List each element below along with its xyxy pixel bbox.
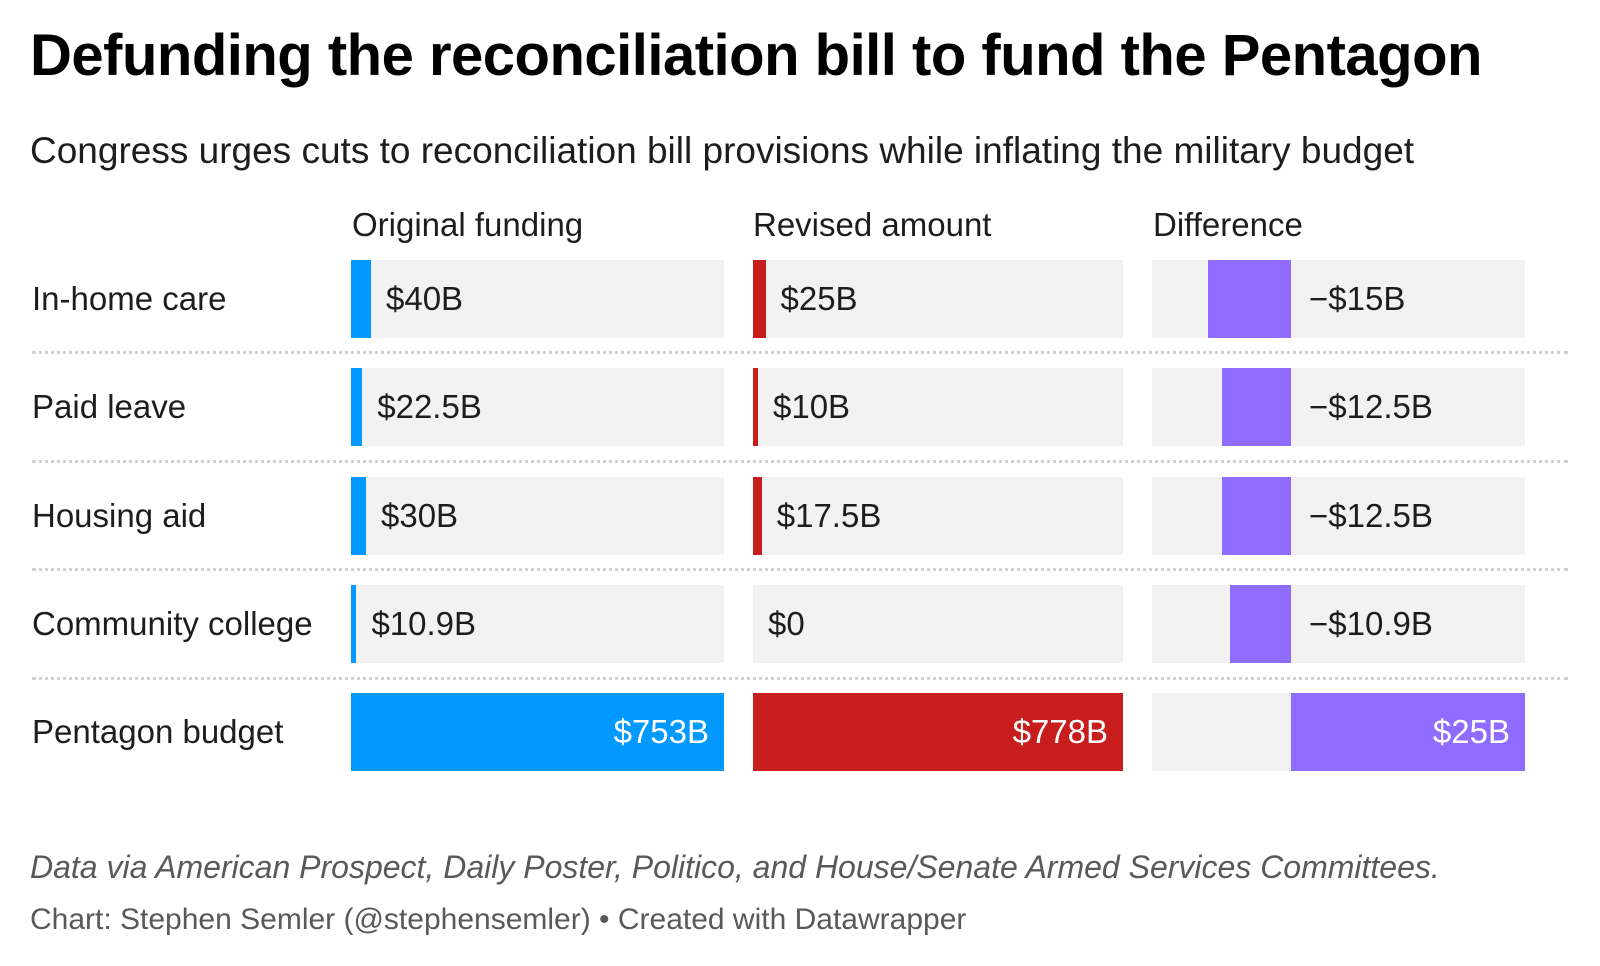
bar-track: $30B bbox=[351, 477, 724, 555]
row-label: Housing aid bbox=[32, 497, 207, 534]
bar-track: −$12.5B bbox=[1152, 477, 1525, 555]
bar-track: $40B bbox=[351, 260, 724, 338]
value-label-revised: $778B bbox=[1012, 713, 1108, 750]
value-label-original: $753B bbox=[613, 713, 709, 750]
bar-track: −$10.9B bbox=[1152, 585, 1525, 663]
row-divider bbox=[32, 677, 1568, 680]
row-divider bbox=[32, 351, 1568, 354]
bar-difference bbox=[1221, 477, 1291, 555]
bar-track: $22.5B bbox=[351, 368, 724, 446]
column-header-original: Original funding bbox=[352, 206, 584, 243]
bar-difference bbox=[1291, 693, 1525, 771]
row-divider bbox=[32, 568, 1568, 571]
value-label-revised: $10B bbox=[773, 388, 851, 425]
bar-track: $10.9B bbox=[351, 585, 724, 663]
bar-original bbox=[351, 260, 371, 338]
bar-revised bbox=[753, 693, 1123, 771]
value-label-revised: $25B bbox=[780, 280, 858, 317]
bar-track: $753B bbox=[351, 693, 724, 771]
bar-original bbox=[351, 585, 357, 663]
chart-title: Defunding the reconciliation bill to fun… bbox=[30, 23, 1482, 88]
bar-original bbox=[351, 693, 724, 771]
value-label-difference: −$10.9B bbox=[1309, 605, 1433, 642]
bar-track: $10B bbox=[753, 368, 1123, 446]
value-label-original: $22.5B bbox=[377, 388, 482, 425]
value-label-revised: $17.5B bbox=[776, 497, 882, 534]
bar-revised bbox=[753, 368, 758, 446]
bar-track: $25B bbox=[1152, 693, 1525, 771]
bar-track: $778B bbox=[753, 693, 1123, 771]
value-label-revised: $0 bbox=[768, 605, 805, 642]
bar-original bbox=[351, 368, 363, 446]
row-label: Community college bbox=[32, 605, 313, 642]
bar-track: −$12.5B bbox=[1152, 368, 1525, 446]
value-label-original: $10.9B bbox=[371, 605, 477, 642]
bar-revised bbox=[753, 260, 766, 338]
bar-track: $0 bbox=[753, 585, 1123, 663]
bar-difference bbox=[1221, 368, 1291, 446]
column-header-revised: Revised amount bbox=[753, 206, 992, 243]
bar-track: −$15B bbox=[1152, 260, 1525, 338]
value-label-difference: −$12.5B bbox=[1309, 388, 1433, 425]
row-label: Pentagon budget bbox=[32, 713, 284, 750]
bar-track: $25B bbox=[753, 260, 1123, 338]
row-divider bbox=[32, 460, 1568, 463]
bar-original bbox=[351, 477, 366, 555]
value-label-original: $40B bbox=[386, 280, 464, 317]
bar-revised bbox=[753, 477, 762, 555]
row-label: Paid leave bbox=[32, 388, 187, 425]
row-label: In-home care bbox=[32, 280, 227, 317]
column-header-difference: Difference bbox=[1153, 206, 1303, 243]
bar-difference bbox=[1230, 585, 1291, 663]
bar-difference bbox=[1207, 260, 1291, 338]
bar-track: $17.5B bbox=[753, 477, 1123, 555]
source-note: Data via American Prospect, Daily Poster… bbox=[30, 849, 1440, 885]
value-label-original: $30B bbox=[381, 497, 459, 534]
chart-credit: Chart: Stephen Semler (@stephensemler) •… bbox=[30, 903, 967, 936]
value-label-difference: −$15B bbox=[1309, 280, 1406, 317]
value-label-difference: −$12.5B bbox=[1309, 497, 1433, 534]
value-label-difference: $25B bbox=[1432, 713, 1510, 750]
chart-subtitle: Congress urges cuts to reconciliation bi… bbox=[30, 130, 1415, 171]
